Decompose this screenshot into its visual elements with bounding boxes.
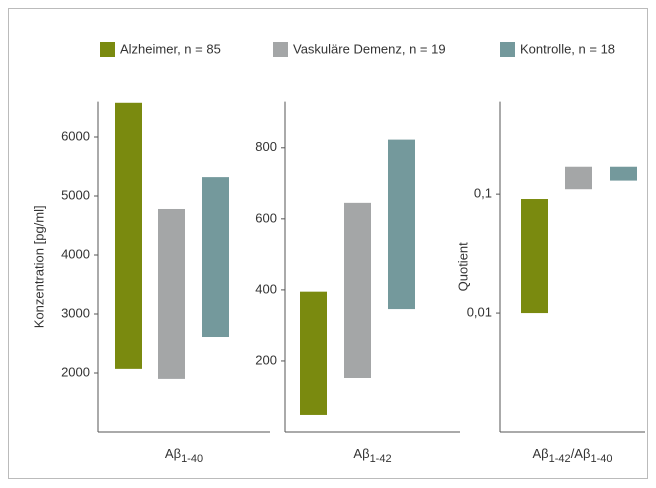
x-label-text: Aβ — [165, 446, 181, 461]
legend-label: Kontrolle, n = 18 — [520, 41, 615, 56]
frame — [8, 8, 648, 479]
legend-swatch — [273, 42, 288, 57]
bar — [344, 202, 371, 378]
bar — [300, 291, 327, 415]
bar — [565, 166, 592, 190]
y-axis-label: Quotient — [455, 242, 470, 292]
y-tick-label: 6000 — [61, 128, 90, 143]
legend-label: Alzheimer, n = 85 — [120, 41, 221, 56]
x-label-text: Aβ — [353, 446, 369, 461]
y-tick-label: 400 — [255, 281, 277, 296]
y-tick-label: 600 — [255, 210, 277, 225]
x-axis-label: Aβ1-40 — [165, 446, 203, 464]
legend-swatch — [500, 42, 515, 57]
y-tick-label: 0,1 — [474, 186, 492, 201]
x-axis-label: Aβ1-42 — [353, 446, 391, 464]
x-label-sub: 1-40 — [181, 453, 203, 465]
x-label-sub: 1-40 — [590, 453, 612, 465]
y-tick-label: 2000 — [61, 364, 90, 379]
x-label-text: Aβ — [533, 446, 549, 461]
y-tick-label: 4000 — [61, 246, 90, 261]
y-tick-label: 3000 — [61, 305, 90, 320]
y-tick-label: 800 — [255, 139, 277, 154]
bar — [610, 166, 637, 181]
x-label-sub: 1-42 — [370, 453, 392, 465]
y-tick-label: 200 — [255, 352, 277, 367]
bar — [388, 139, 415, 310]
y-axis-label: Konzentration [pg/ml] — [31, 205, 46, 328]
x-label-sub: 1-42 — [549, 453, 571, 465]
y-tick-label: 5000 — [61, 187, 90, 202]
legend-swatch — [100, 42, 115, 57]
legend-label: Vaskuläre Demenz, n = 19 — [293, 41, 446, 56]
x-label-text: /Aβ — [571, 446, 591, 461]
bar — [521, 199, 548, 314]
y-tick-label: 0,01 — [467, 305, 492, 320]
bar — [115, 102, 142, 369]
bar — [158, 208, 185, 379]
bar — [202, 177, 229, 338]
x-axis-label: Aβ1-42/Aβ1-40 — [533, 446, 613, 464]
